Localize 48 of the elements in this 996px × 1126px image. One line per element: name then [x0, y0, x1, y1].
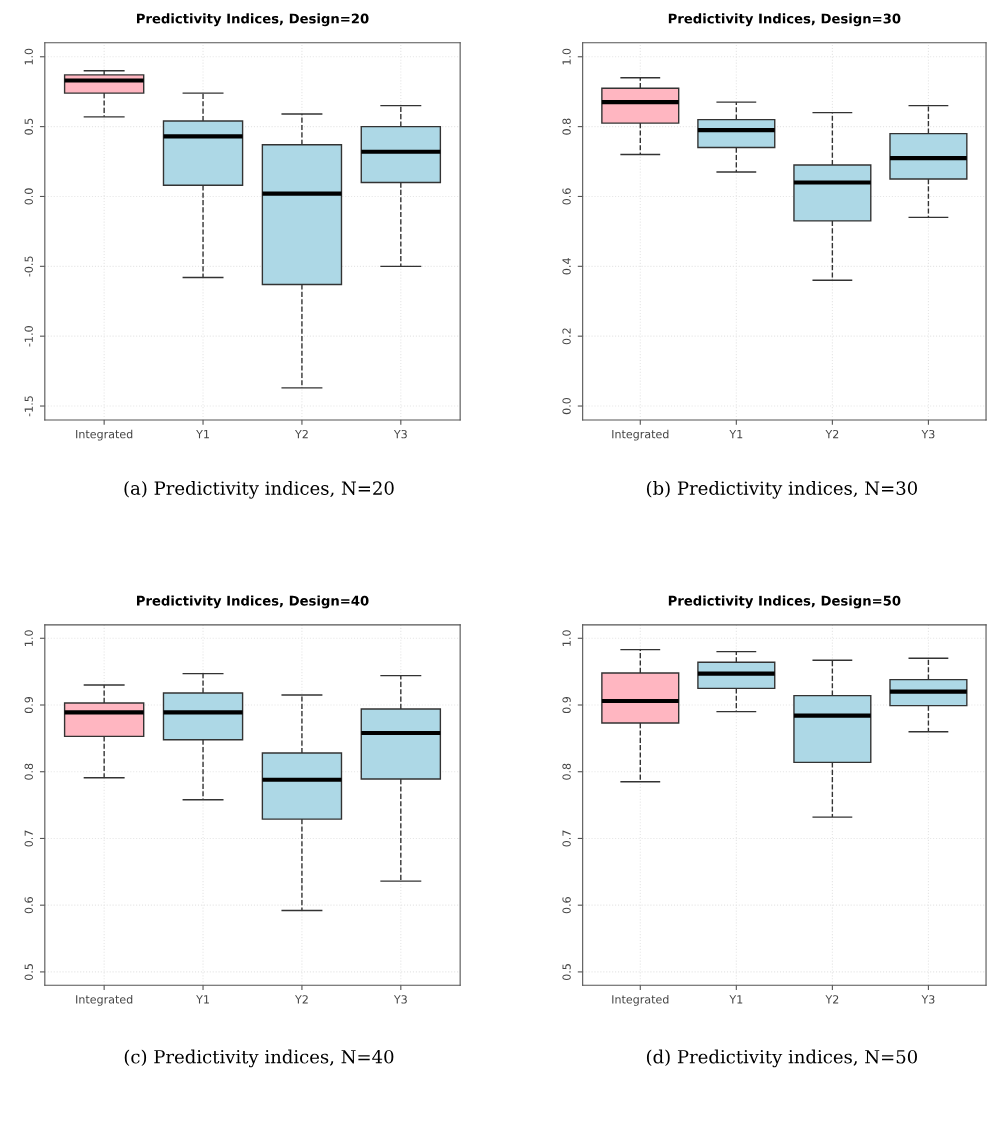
y-tick-label: -1.0 — [24, 326, 33, 347]
x-tick-label: Y1 — [196, 995, 209, 1004]
x-tick-label: Y1 — [196, 430, 209, 439]
y-tick-label: 0.7 — [24, 830, 33, 847]
text: (a) Predictivity indices, N=20 — [124, 480, 394, 499]
y-tick-label: -0.5 — [24, 256, 33, 277]
x-tick-label: Y3 — [393, 995, 407, 1004]
x-tick-label: Integrated — [612, 429, 669, 441]
y-tick-label: 0.9 — [24, 696, 33, 714]
y-tick-label: 1.0 — [562, 48, 571, 65]
y-tick-label: 0.0 — [562, 397, 571, 415]
y-tick-label: 0.8 — [562, 118, 571, 135]
x-tick-label: Y2 — [825, 429, 839, 439]
chart-title: Predictivity Indices, Design=30 — [668, 13, 901, 27]
x-tick-label: Integrated — [76, 994, 133, 1006]
x-tick-label: Y2 — [294, 429, 308, 439]
y-tick-label: 0.4 — [562, 258, 571, 275]
y-tick-label: 0.6 — [562, 188, 571, 205]
text: (d) Predictivity indices, N=50 — [646, 1049, 917, 1068]
y-tick-label: 1.0 — [24, 48, 33, 65]
y-tick-label: 0.9 — [562, 696, 571, 714]
x-tick-label: Y2 — [825, 995, 839, 1004]
text: (c) Predictivity indices, N=40 — [124, 1049, 394, 1068]
y-tick-label: 1.0 — [562, 630, 571, 646]
y-tick-label: 0.6 — [562, 897, 571, 914]
y-tick-label: 0.5 — [24, 118, 33, 135]
y-tick-label: 0.5 — [562, 964, 571, 981]
y-tick-label: 0.6 — [24, 897, 33, 914]
y-tick-label: 0.8 — [562, 763, 571, 780]
x-tick-label: Y1 — [729, 430, 743, 439]
x-tick-label: Y3 — [921, 429, 935, 439]
x-tick-label: Y3 — [393, 429, 407, 439]
y-tick-label: 0.8 — [24, 763, 33, 780]
y-tick-label: 0.2 — [562, 328, 571, 345]
y-tick-label: 0.5 — [24, 964, 33, 981]
x-tick-label: Integrated — [76, 429, 133, 441]
y-tick-label: -1.5 — [24, 396, 33, 417]
x-tick-label: Y1 — [729, 995, 743, 1004]
y-tick-label: 0.0 — [24, 188, 33, 205]
chart-title: Predictivity Indices, Design=50 — [668, 595, 901, 609]
y-tick-label: 1.0 — [24, 630, 33, 646]
y-tick-label: 0.7 — [562, 830, 571, 847]
text: (b) Predictivity indices, N=30 — [646, 480, 917, 499]
x-tick-label: Y2 — [294, 995, 308, 1004]
chart-title: Predictivity Indices, Design=20 — [137, 13, 369, 27]
x-tick-label: Integrated — [612, 994, 669, 1006]
chart-title: Predictivity Indices, Design=40 — [137, 595, 369, 609]
x-tick-label: Y3 — [921, 995, 935, 1004]
